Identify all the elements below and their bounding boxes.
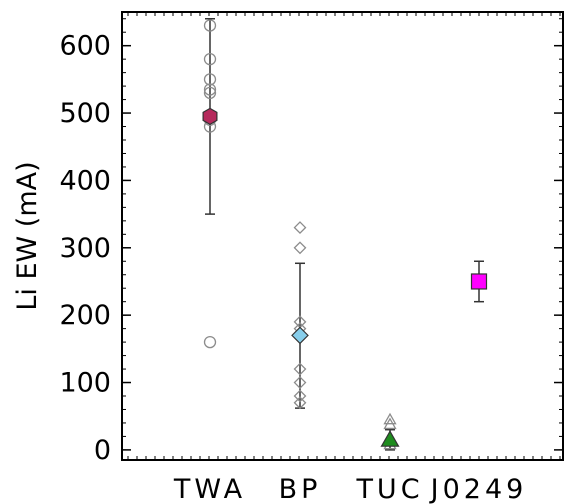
- individual-point: [383, 412, 397, 425]
- x-axis: TWA BP TUC J0249: [173, 474, 528, 504]
- x-category-label: BP: [279, 474, 322, 504]
- x-category-label: J0249: [429, 474, 528, 504]
- y-tick-label: 300: [59, 233, 111, 264]
- summary-point: [470, 273, 488, 290]
- minor-ticks: [122, 12, 563, 460]
- individual-point: [203, 335, 217, 349]
- individual-point: [203, 83, 217, 96]
- individual-point: [203, 86, 217, 99]
- individual-point: [293, 221, 307, 234]
- summary-point: [291, 326, 309, 345]
- individual-point: [203, 73, 217, 86]
- y-tick-label: 200: [59, 300, 111, 331]
- y-tick-label: 400: [59, 165, 111, 196]
- x-category-label: TUC: [355, 474, 423, 504]
- data-points: [202, 17, 488, 451]
- plot-frame: [121, 11, 564, 461]
- individual-point: [293, 241, 307, 255]
- individual-point: [293, 396, 307, 410]
- y-axis-title: Li EW (mA): [12, 161, 43, 310]
- y-axis: 0 100 200 300 400 500 600: [59, 31, 563, 466]
- y-tick-label: 100: [59, 368, 111, 399]
- individual-point: [293, 376, 307, 389]
- summary-point: [380, 430, 400, 447]
- individual-point: [203, 53, 217, 66]
- individual-point: [203, 19, 217, 32]
- individual-point: [293, 389, 307, 403]
- y-tick-label: 600: [59, 31, 111, 62]
- y-tick-label: 0: [94, 435, 111, 466]
- individual-point: [383, 417, 397, 430]
- x-category-label: TWA: [173, 474, 246, 504]
- y-tick-label: 500: [59, 98, 111, 129]
- summary-point: [202, 107, 218, 126]
- individual-point: [293, 362, 307, 376]
